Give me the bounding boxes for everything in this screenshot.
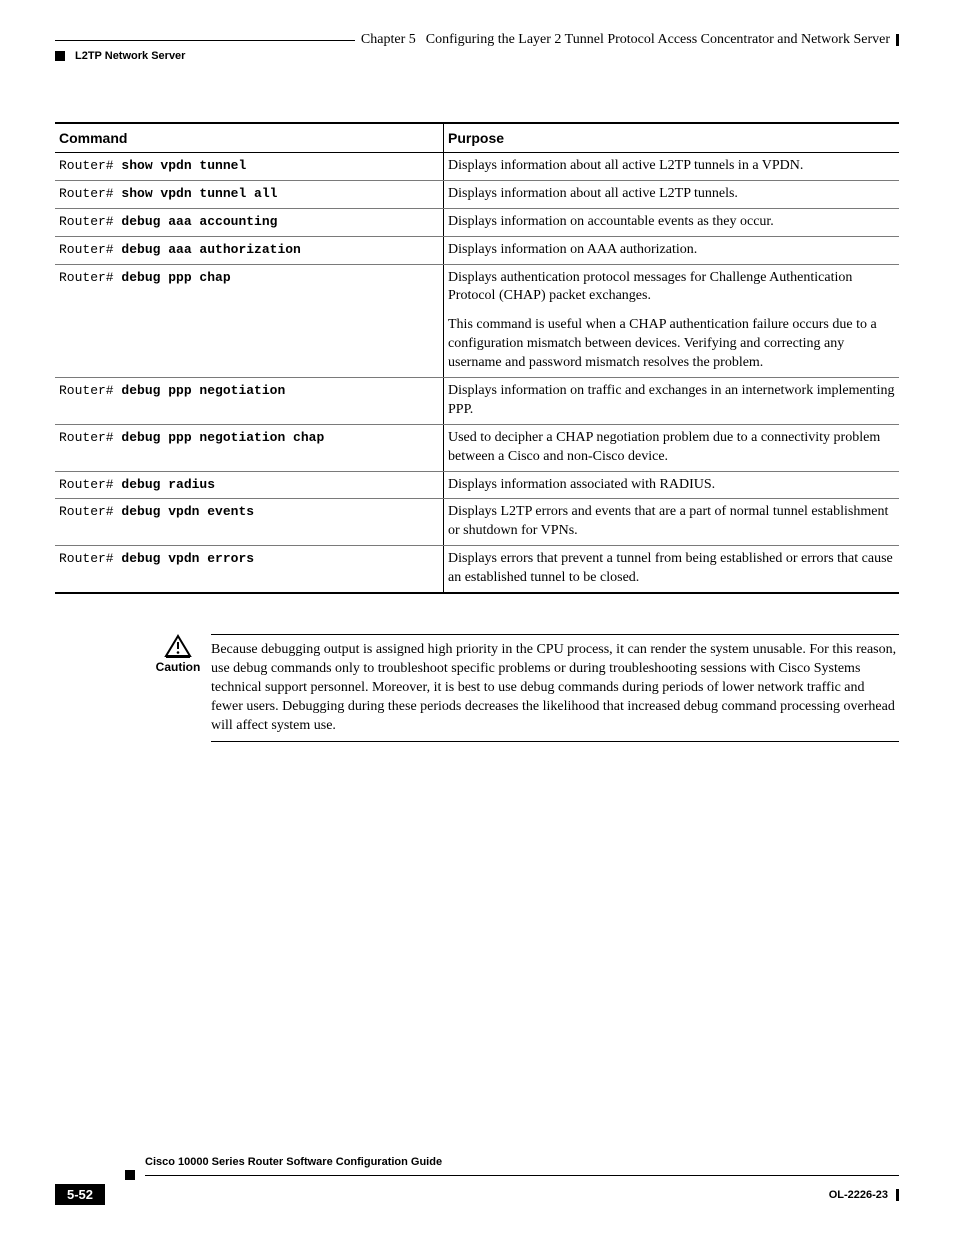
purpose-text: This command is useful when a CHAP authe…: [448, 316, 895, 373]
purpose-cell: Used to decipher a CHAP negotiation prob…: [444, 424, 900, 471]
purpose-text: Displays authentication protocol message…: [448, 269, 895, 307]
section-marker-square: [55, 51, 65, 61]
command-cell: Router# debug aaa authorization: [55, 236, 444, 264]
purpose-cell: Displays authentication protocol message…: [444, 264, 900, 377]
section-name: L2TP Network Server: [75, 50, 185, 62]
purpose-cell: Displays information about all active L2…: [444, 180, 900, 208]
command-cell: Router# debug ppp negotiation chap: [55, 424, 444, 471]
footer-end-bar: [896, 1189, 899, 1201]
caution-text: Because debugging output is assigned hig…: [211, 634, 899, 742]
table-row: Router# debug vpdn eventsDisplays L2TP e…: [55, 499, 899, 546]
table-row: Router# debug ppp negotiationDisplays in…: [55, 378, 899, 425]
caution-label: Caution: [155, 660, 201, 674]
command-cell: Router# show vpdn tunnel: [55, 153, 444, 181]
caution-block: Caution Because debugging output is assi…: [155, 634, 899, 742]
command-text: debug radius: [121, 477, 215, 492]
command-cell: Router# show vpdn tunnel all: [55, 180, 444, 208]
document-page: Chapter 5 Configuring the Layer 2 Tunnel…: [0, 0, 954, 1235]
footer-rule: [55, 1170, 899, 1180]
command-cell: Router# debug radius: [55, 471, 444, 499]
command-cell: Router# debug ppp negotiation: [55, 378, 444, 425]
table-row: Router# show vpdn tunnel allDisplays inf…: [55, 180, 899, 208]
purpose-cell: Displays information on AAA authorizatio…: [444, 236, 900, 264]
command-prompt: Router#: [59, 504, 121, 519]
footer-rule-line: [145, 1175, 899, 1176]
purpose-cell: Displays information on accountable even…: [444, 208, 900, 236]
purpose-cell: Displays information about all active L2…: [444, 153, 900, 181]
section-header: L2TP Network Server: [55, 50, 899, 62]
purpose-cell: Displays information associated with RAD…: [444, 471, 900, 499]
command-text: debug ppp chap: [121, 270, 230, 285]
command-text: show vpdn tunnel: [121, 158, 246, 173]
command-text: debug vpdn events: [121, 504, 254, 519]
command-prompt: Router#: [59, 430, 121, 445]
purpose-cell: Displays information on traffic and exch…: [444, 378, 900, 425]
command-reference-table: Command Purpose Router# show vpdn tunnel…: [55, 122, 899, 594]
caution-icon-column: Caution: [155, 634, 201, 674]
command-prompt: Router#: [59, 242, 121, 257]
command-prompt: Router#: [59, 186, 121, 201]
col-header-purpose: Purpose: [444, 123, 900, 153]
page-number: 5-52: [55, 1184, 105, 1205]
table-header-row: Command Purpose: [55, 123, 899, 153]
command-cell: Router# debug vpdn errors: [55, 546, 444, 593]
command-text: debug aaa accounting: [121, 214, 277, 229]
command-prompt: Router#: [59, 270, 121, 285]
footer-marker-square: [125, 1170, 135, 1180]
footer-bottom-row: 5-52 OL-2226-23: [55, 1184, 899, 1205]
purpose-text: Displays information on traffic and exch…: [448, 382, 895, 420]
command-text: show vpdn tunnel all: [121, 186, 277, 201]
purpose-text: Displays L2TP errors and events that are…: [448, 503, 895, 541]
purpose-text: Displays information on accountable even…: [448, 213, 895, 232]
command-prompt: Router#: [59, 383, 121, 398]
command-prompt: Router#: [59, 214, 121, 229]
chapter-label: Chapter 5: [361, 32, 416, 48]
purpose-text: Displays information on AAA authorizatio…: [448, 241, 895, 260]
page-footer: Cisco 10000 Series Router Software Confi…: [55, 1156, 899, 1205]
table-row: Router# debug ppp negotiation chapUsed t…: [55, 424, 899, 471]
table-row: Router# debug radiusDisplays information…: [55, 471, 899, 499]
command-text: debug ppp negotiation chap: [121, 430, 324, 445]
purpose-cell: Displays errors that prevent a tunnel fr…: [444, 546, 900, 593]
footer-guide-title: Cisco 10000 Series Router Software Confi…: [145, 1156, 899, 1168]
purpose-text: Displays errors that prevent a tunnel fr…: [448, 550, 895, 588]
purpose-text: Displays information about all active L2…: [448, 157, 895, 176]
table-row: Router# show vpdn tunnelDisplays informa…: [55, 153, 899, 181]
caution-icon: [164, 634, 192, 658]
command-cell: Router# debug aaa accounting: [55, 208, 444, 236]
document-id-text: OL-2226-23: [829, 1189, 888, 1201]
col-header-command: Command: [55, 123, 444, 153]
command-prompt: Router#: [59, 551, 121, 566]
table-row: Router# debug ppp chapDisplays authentic…: [55, 264, 899, 377]
header-rule-left: [55, 40, 355, 41]
purpose-text: Used to decipher a CHAP negotiation prob…: [448, 429, 895, 467]
command-prompt: Router#: [59, 158, 121, 173]
command-cell: Router# debug vpdn events: [55, 499, 444, 546]
command-text: debug ppp negotiation: [121, 383, 285, 398]
table-row: Router# debug aaa authorizationDisplays …: [55, 236, 899, 264]
command-text: debug vpdn errors: [121, 551, 254, 566]
document-id: OL-2226-23: [829, 1189, 899, 1201]
table-row: Router# debug vpdn errorsDisplays errors…: [55, 546, 899, 593]
table-row: Router# debug aaa accountingDisplays inf…: [55, 208, 899, 236]
purpose-text: Displays information about all active L2…: [448, 185, 895, 204]
command-cell: Router# debug ppp chap: [55, 264, 444, 377]
running-header: Chapter 5 Configuring the Layer 2 Tunnel…: [55, 32, 899, 48]
command-text: debug aaa authorization: [121, 242, 300, 257]
header-end-bar: [896, 34, 899, 46]
purpose-text: Displays information associated with RAD…: [448, 476, 895, 495]
command-prompt: Router#: [59, 477, 121, 492]
chapter-title: Configuring the Layer 2 Tunnel Protocol …: [426, 32, 890, 48]
purpose-cell: Displays L2TP errors and events that are…: [444, 499, 900, 546]
